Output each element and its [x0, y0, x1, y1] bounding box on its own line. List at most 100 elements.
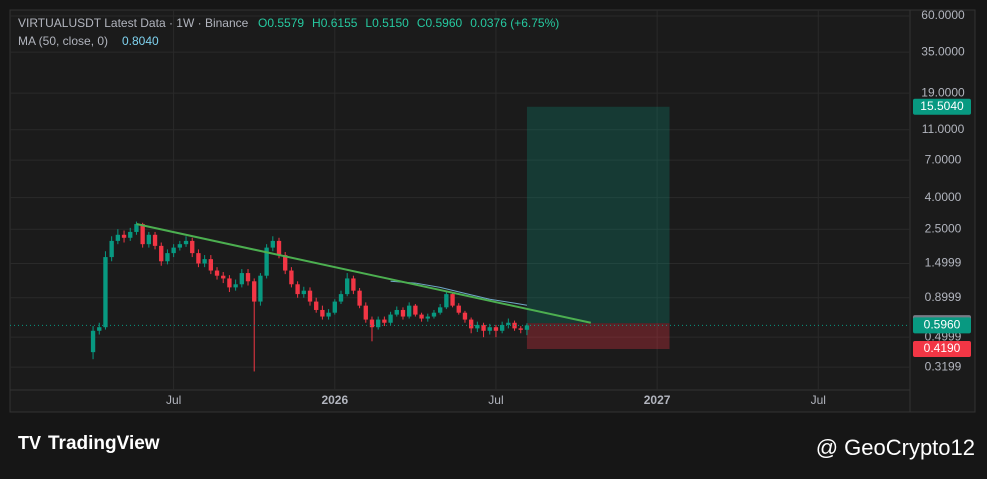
price-badge: [913, 317, 971, 334]
candle-body: [252, 281, 257, 302]
y-tick-label: 35.0000: [921, 44, 965, 58]
y-tick-label: 19.0000: [921, 85, 965, 99]
candle-body: [227, 278, 232, 288]
ohlc-legend: 0.0376 (+6.75%): [470, 16, 559, 30]
candle-body: [283, 255, 288, 271]
candle-body: [332, 301, 337, 313]
candle-body: [456, 305, 461, 313]
candle-body: [314, 301, 319, 310]
candle-body: [388, 314, 393, 323]
candle-body: [171, 247, 176, 254]
x-tick-label: Jul: [811, 393, 826, 407]
candle-body: [351, 278, 356, 291]
candle-body: [289, 270, 294, 285]
candle-body: [109, 240, 114, 258]
candle-body: [320, 309, 325, 317]
ohlc-legend: O0.5579: [258, 16, 304, 30]
ma-name: MA (50, close, 0): [18, 34, 108, 48]
y-tick-label: 0.8999: [925, 290, 962, 304]
candle-body: [177, 244, 183, 248]
panel: [9, 9, 976, 413]
candle-body: [363, 305, 368, 320]
x-tick-label: Jul: [488, 393, 503, 407]
candle-body: [419, 314, 424, 319]
candle-body: [338, 294, 344, 302]
brand-logo: TV: [18, 433, 41, 453]
candle-body: [431, 312, 437, 317]
y-tick-label: 0.3199: [925, 359, 962, 373]
candle-body: [190, 240, 195, 254]
author: @ GeoCrypto12: [816, 435, 975, 460]
x-tick-label: 2026: [321, 393, 348, 407]
y-tick-label: 4.0000: [925, 190, 962, 204]
candle-body: [462, 312, 468, 320]
candle-body: [493, 327, 499, 331]
candle-body: [444, 294, 449, 308]
ma-value: 0.8040: [122, 34, 159, 48]
candle-body: [450, 294, 455, 306]
candle-body: [202, 259, 207, 264]
candle-body: [90, 330, 96, 353]
candle-body: [357, 290, 362, 306]
brand: TradingView: [48, 433, 160, 454]
price-badge: [913, 98, 971, 115]
candle-body: [196, 253, 201, 264]
candle-body: [499, 324, 505, 331]
candle-body: [221, 275, 226, 279]
candle-body: [233, 284, 238, 288]
candle-body: [407, 305, 412, 317]
price-badge-label: 0.4190: [924, 341, 961, 355]
price-badge-label: 0.5960: [924, 318, 961, 332]
candle-body: [376, 319, 381, 328]
y-tick-label: 11.0000: [922, 122, 965, 136]
candle-body: [140, 224, 145, 245]
candle-body: [134, 224, 139, 232]
candle-body: [152, 234, 158, 246]
chart-title: VIRTUALUSDT Latest Data · 1W · Binance: [18, 16, 249, 30]
y-tick-label: 60.0000: [921, 8, 965, 22]
candle-body: [121, 234, 127, 238]
candle-body: [518, 328, 523, 330]
candle-body: [214, 270, 220, 276]
candle-body: [208, 259, 213, 271]
candle-body: [128, 231, 133, 238]
candle-body: [425, 316, 430, 319]
y-tick-label: 1.4999: [925, 256, 962, 270]
candle-body: [264, 247, 269, 276]
candle-body: [437, 307, 443, 313]
candle-body: [413, 305, 418, 315]
y-tick-label: 2.5000: [925, 221, 962, 235]
y-tick-label: 7.0000: [925, 152, 962, 166]
x-tick-label: Jul: [166, 393, 181, 407]
candle-body: [146, 234, 152, 245]
candle-body: [295, 284, 300, 295]
candle-body: [468, 319, 474, 329]
candle-body: [183, 240, 189, 245]
candle-body: [307, 290, 313, 302]
candle-body: [97, 327, 102, 331]
candle-body: [245, 273, 251, 282]
trendline: [136, 223, 591, 324]
candle-body: [400, 309, 406, 317]
candle-body: [475, 324, 480, 329]
candle-body: [326, 312, 331, 317]
candle-body: [165, 253, 170, 262]
price-badge: [913, 341, 971, 358]
candle-body: [394, 309, 399, 315]
candle-body: [115, 234, 121, 241]
candle-body: [258, 275, 263, 302]
candle-body: [159, 245, 164, 262]
candle-body: [239, 273, 244, 285]
candle-body: [103, 257, 108, 328]
ohlc-legend: L0.5150: [365, 16, 409, 30]
candle-body: [276, 240, 282, 256]
x-tick-label: 2027: [644, 393, 671, 407]
target-zone: [526, 106, 670, 324]
candle-body: [270, 240, 275, 248]
candle-body: [301, 290, 306, 295]
candle-body: [345, 278, 350, 295]
moving-average: [390, 280, 528, 306]
candle-body: [524, 325, 530, 330]
stop-zone: [526, 323, 670, 350]
